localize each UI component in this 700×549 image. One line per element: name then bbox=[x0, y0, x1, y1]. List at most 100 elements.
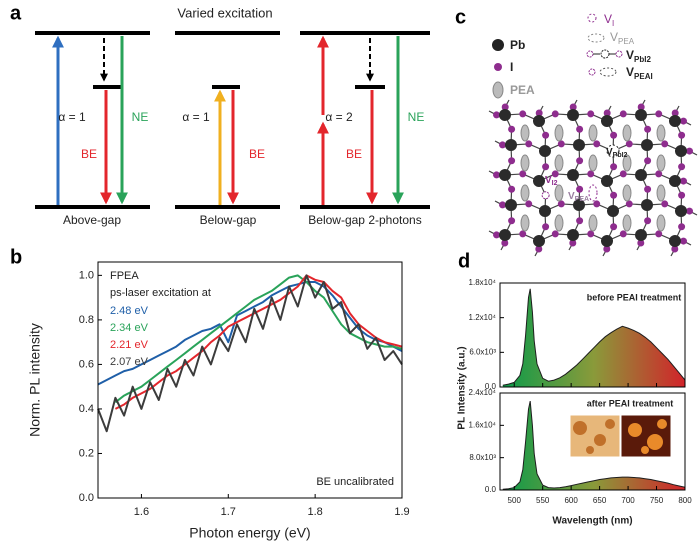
i-atom bbox=[593, 200, 601, 208]
i-atom bbox=[619, 230, 627, 238]
y-tick-label: 0.8 bbox=[79, 314, 94, 326]
pea bbox=[554, 124, 564, 142]
i-atom bbox=[678, 223, 686, 231]
pb-atom bbox=[533, 115, 545, 127]
x-tick-label: 550 bbox=[536, 496, 550, 505]
ne-label: NE bbox=[408, 110, 425, 124]
i-atom bbox=[557, 140, 565, 148]
i-atom bbox=[525, 200, 533, 208]
vacancy-icon bbox=[587, 33, 605, 43]
panel-label: b bbox=[10, 246, 22, 268]
i-atom bbox=[519, 170, 527, 178]
x-tick-label: 800 bbox=[678, 496, 692, 505]
i-atom bbox=[508, 125, 516, 133]
inset-detail bbox=[573, 421, 587, 435]
vacancy-icon bbox=[615, 50, 623, 58]
symbol: V bbox=[568, 191, 575, 202]
panel-label: d bbox=[458, 250, 470, 272]
i-atom bbox=[501, 239, 509, 247]
i-atom bbox=[644, 185, 652, 193]
area-fill bbox=[502, 401, 685, 490]
i-atom bbox=[661, 200, 669, 208]
i-atom bbox=[644, 157, 652, 165]
area-fill bbox=[502, 288, 685, 387]
i-atom bbox=[678, 191, 686, 199]
symbol: V bbox=[626, 48, 634, 62]
pb-atom bbox=[641, 199, 653, 211]
i-atom bbox=[637, 239, 645, 247]
i-atom bbox=[493, 171, 501, 179]
i-atom bbox=[685, 147, 693, 155]
pb-icon bbox=[492, 39, 504, 51]
subscript: I2 bbox=[552, 180, 558, 187]
i-atom bbox=[678, 131, 686, 139]
i-atom bbox=[678, 163, 686, 171]
x-tick-label: 1.7 bbox=[221, 506, 236, 518]
pb-atom bbox=[635, 229, 647, 241]
inset-detail bbox=[657, 419, 667, 429]
i-atom bbox=[619, 170, 627, 178]
spectrum-line bbox=[502, 288, 686, 386]
subscript: PEA bbox=[618, 37, 635, 46]
legend-entry: 2.48 eV bbox=[110, 305, 149, 317]
legend-subtitle: ps-laser excitation at bbox=[110, 287, 211, 299]
y-tick-label: 6.0x10³ bbox=[469, 347, 496, 356]
symbol: V bbox=[545, 175, 552, 186]
group-label: Above-gap bbox=[63, 213, 121, 227]
i-atom bbox=[569, 103, 577, 111]
pea bbox=[554, 154, 564, 172]
i-atom bbox=[587, 110, 595, 118]
vacancy-icon bbox=[599, 67, 617, 77]
pb-atom bbox=[539, 205, 551, 217]
i-atom bbox=[542, 223, 550, 231]
subscript: PEAI bbox=[634, 72, 653, 81]
pea bbox=[520, 184, 530, 202]
i-vacancy bbox=[541, 191, 550, 200]
vacancy-label: VPEA bbox=[568, 191, 589, 203]
pea bbox=[656, 214, 666, 232]
pb-atom bbox=[499, 229, 511, 241]
i-atom bbox=[625, 140, 633, 148]
i-atom bbox=[499, 201, 507, 209]
annotation: before PEAI treatment bbox=[587, 292, 682, 302]
i-atom bbox=[525, 140, 533, 148]
i-atom bbox=[679, 177, 687, 185]
pb-atom bbox=[635, 169, 647, 181]
i-atom bbox=[603, 245, 611, 253]
i-atom bbox=[603, 109, 611, 117]
i-atom bbox=[551, 230, 559, 238]
pb-atom bbox=[601, 235, 613, 247]
i-atom bbox=[610, 191, 618, 199]
i-atom bbox=[671, 245, 679, 253]
legend-entry: 2.34 eV bbox=[110, 322, 149, 334]
i-atom bbox=[535, 245, 543, 253]
diagram-title: Varied excitation bbox=[177, 5, 272, 20]
i-atom bbox=[576, 185, 584, 193]
vacancy-icon bbox=[587, 13, 597, 23]
i-atom bbox=[519, 230, 527, 238]
i-atom bbox=[655, 230, 663, 238]
x-axis-label: Photon energy (eV) bbox=[189, 525, 310, 541]
i-icon bbox=[494, 63, 502, 71]
i-atom bbox=[593, 140, 601, 148]
panel-label: a bbox=[10, 2, 22, 24]
alpha-label: α = 1 bbox=[182, 110, 210, 124]
pb-atom bbox=[505, 199, 517, 211]
pb-atom bbox=[567, 169, 579, 181]
alpha-label: α = 2 bbox=[325, 110, 353, 124]
subscript: PEA bbox=[575, 196, 589, 203]
pb-atom bbox=[533, 235, 545, 247]
y-tick-label: 0.6 bbox=[79, 358, 94, 370]
legend-entry: 2.21 eV bbox=[110, 339, 149, 351]
pea bbox=[656, 124, 666, 142]
i-atom bbox=[619, 110, 627, 118]
i-atom bbox=[542, 163, 550, 171]
pb-atom bbox=[601, 115, 613, 127]
group-label: Below-gap bbox=[200, 213, 257, 227]
i-atom bbox=[671, 109, 679, 117]
i-atom bbox=[519, 110, 527, 118]
annotation: BE uncalibrated bbox=[316, 476, 394, 488]
pb-atom bbox=[635, 109, 647, 121]
vacancy-icon bbox=[586, 50, 594, 58]
